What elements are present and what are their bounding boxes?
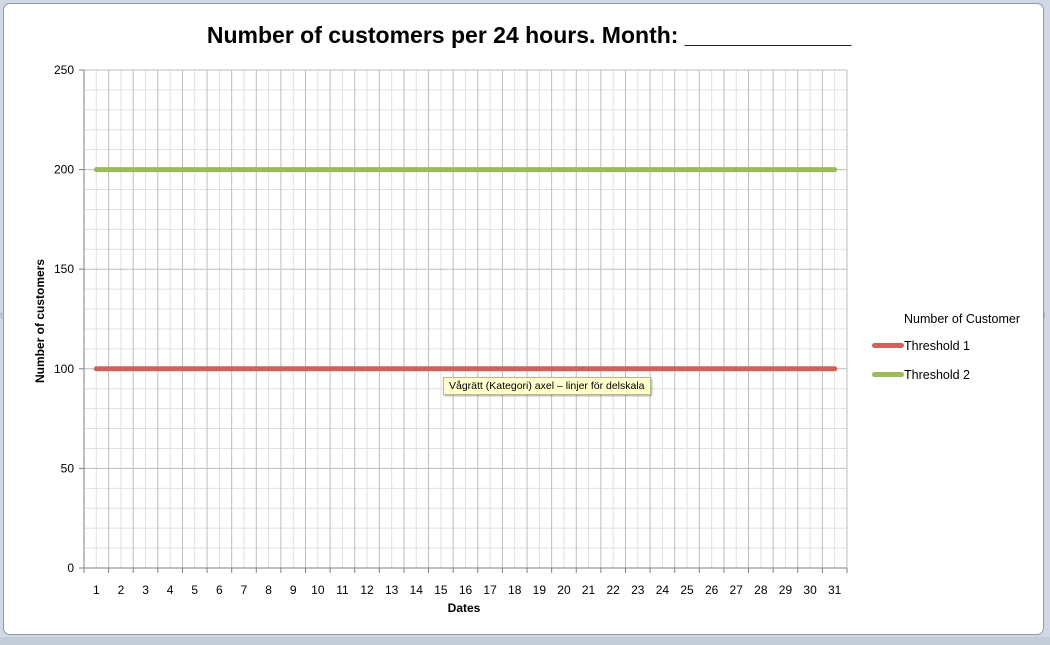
x-tick-label: 23 [631,583,645,597]
chart-title[interactable]: Number of customers per 24 hours. Month:… [206,22,852,48]
y-axis-title[interactable]: Number of customers [33,259,47,383]
x-tick-label: 31 [828,583,842,597]
x-tick-label: 20 [557,583,571,597]
x-tick-label: 13 [385,583,399,597]
x-tick-label: 7 [241,583,248,597]
y-tick-label: 250 [54,63,74,77]
x-tick-label: 18 [508,583,522,597]
x-tick-label: 29 [779,583,793,597]
x-tick-label: 28 [754,583,768,597]
x-tick-label: 14 [410,583,424,597]
legend-swatch [872,372,904,377]
legend-title: Number of Customer [904,312,1021,326]
x-tick-label: 4 [167,583,174,597]
y-tick-label: 200 [54,163,74,177]
x-tick-label: 6 [216,583,223,597]
x-tick-label: 24 [656,583,670,597]
x-tick-label: 3 [142,583,149,597]
x-tick-label: 8 [265,583,272,597]
x-tick-label: 22 [606,583,620,597]
y-tick-label: 100 [54,362,74,376]
x-tick-label: 30 [803,583,817,597]
x-tick-label: 10 [311,583,325,597]
x-tick-label: 2 [118,583,125,597]
x-tick-label: 27 [730,583,744,597]
resize-handle-right[interactable]: ⁞ [1043,311,1046,320]
x-tick-label: 5 [191,583,198,597]
chart-area[interactable]: Number of customers per 24 hours. Month:… [3,3,1044,635]
legend-label: Threshold 2 [904,367,971,382]
x-tick-label: 1 [93,583,100,597]
legend-item-threshold-2[interactable]: Threshold 2 [872,360,1020,389]
y-tick-label: 50 [61,461,75,475]
x-tick-label: 26 [705,583,719,597]
x-tick-label: 15 [434,583,448,597]
series-lines [93,167,838,372]
x-tick-label: 9 [290,583,297,597]
y-tick-label: 150 [54,262,74,276]
axes [79,69,848,573]
x-tick-label: 19 [533,583,547,597]
legend-label: Threshold 1 [904,338,971,353]
x-tick-label: 21 [582,583,596,597]
x-tick-label: 17 [483,583,497,597]
y-tick-label: 0 [67,561,74,575]
resize-handle-left[interactable]: ⁞ [0,311,3,320]
x-axis-title[interactable]: Dates [448,601,481,615]
bottom-strip [0,637,1050,645]
x-tick-label: 16 [459,583,473,597]
x-tick-label: 25 [680,583,694,597]
x-tick-label: 12 [360,583,374,597]
gridlines [83,69,848,569]
legend-swatch [872,343,904,348]
legend[interactable]: Number of Customer Threshold 1 Threshold… [872,309,1020,389]
x-tick-label: 11 [336,583,349,597]
tooltip: Vågrätt (Kategori) axel – linjer för del… [443,377,651,395]
legend-item-threshold-1[interactable]: Threshold 1 [872,331,1020,360]
